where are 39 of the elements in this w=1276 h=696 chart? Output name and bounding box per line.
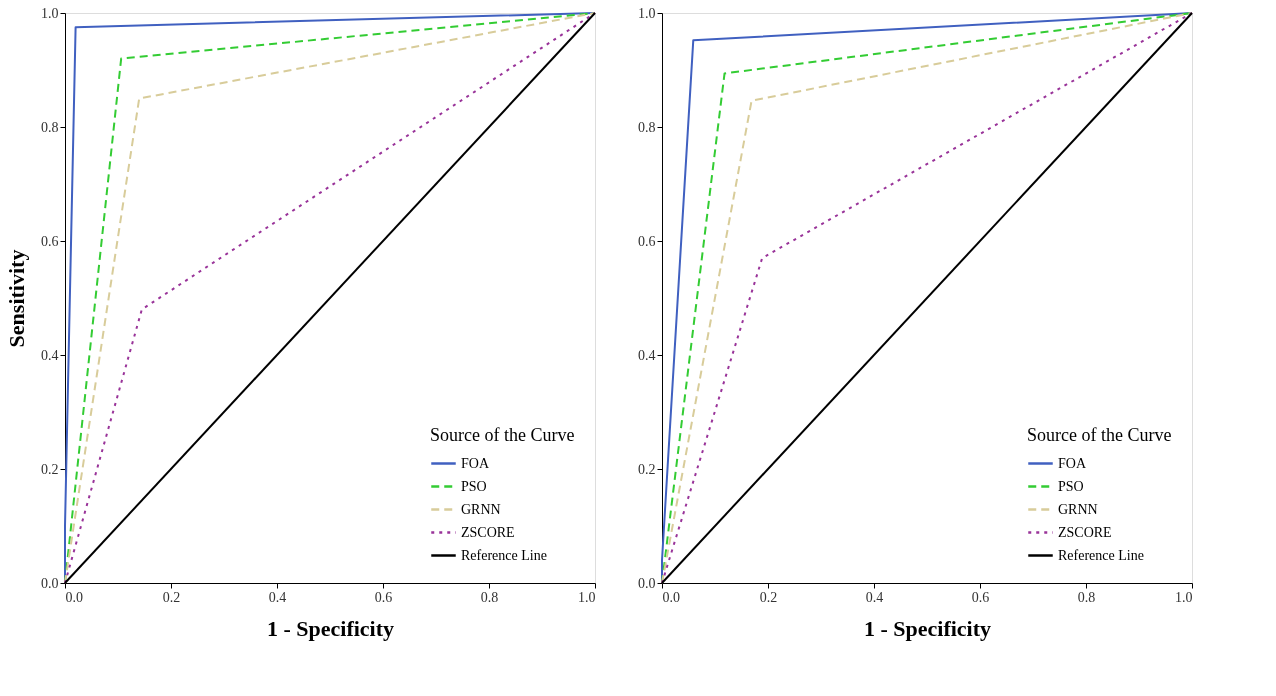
legend-label: ZSCORE xyxy=(461,524,515,540)
y-tick-label: 0.6 xyxy=(638,233,656,249)
y-tick-label: 0.4 xyxy=(638,347,656,363)
legend-label: PSO xyxy=(461,478,487,494)
y-tick-label: 0.2 xyxy=(638,461,656,477)
x-tick-label: 0.0 xyxy=(65,589,83,605)
x-tick-label: 0.8 xyxy=(1077,589,1096,605)
x-tick-label: 0.2 xyxy=(162,589,181,605)
y-tick-label: 0.2 xyxy=(41,461,59,477)
y-tick-label: 0.6 xyxy=(41,233,59,249)
y-tick-label: 0.0 xyxy=(41,575,59,591)
legend-label: Reference Line xyxy=(1058,547,1144,563)
y-tick-label: 0.8 xyxy=(638,119,656,135)
legend-label: GRNN xyxy=(1058,501,1098,517)
x-tick-label: 0.4 xyxy=(865,589,884,605)
x-tick-label: 0.0 xyxy=(662,589,680,605)
legend-title: Source of the Curve xyxy=(430,425,575,445)
y-tick-label: 1.0 xyxy=(41,5,59,21)
y-axis-title: Sensitivity xyxy=(4,249,29,348)
x-tick-label: 0.2 xyxy=(759,589,778,605)
legend-label: FOA xyxy=(461,455,490,471)
x-tick-label: 0.6 xyxy=(971,589,990,605)
y-tick-label: 1.0 xyxy=(638,5,656,21)
legend-label: FOA xyxy=(1058,455,1087,471)
x-tick-label: 0.4 xyxy=(268,589,287,605)
x-tick-label: 0.8 xyxy=(480,589,499,605)
x-axis-title: 1 - Specificity xyxy=(266,615,395,641)
legend-label: ZSCORE xyxy=(1058,524,1112,540)
legend-label: Reference Line xyxy=(461,547,547,563)
legend-label: GRNN xyxy=(461,501,501,517)
legend-label: PSO xyxy=(1058,478,1084,494)
y-tick-label: 0.8 xyxy=(41,119,59,135)
y-tick-label: 0.4 xyxy=(41,347,59,363)
x-tick-label: 1.0 xyxy=(1175,589,1193,605)
y-tick-label: 0.0 xyxy=(638,575,656,591)
x-tick-label: 0.6 xyxy=(374,589,393,605)
x-axis-title: 1 - Specificity xyxy=(863,615,992,641)
legend-title: Source of the Curve xyxy=(1027,425,1172,445)
x-tick-label: 1.0 xyxy=(578,589,596,605)
